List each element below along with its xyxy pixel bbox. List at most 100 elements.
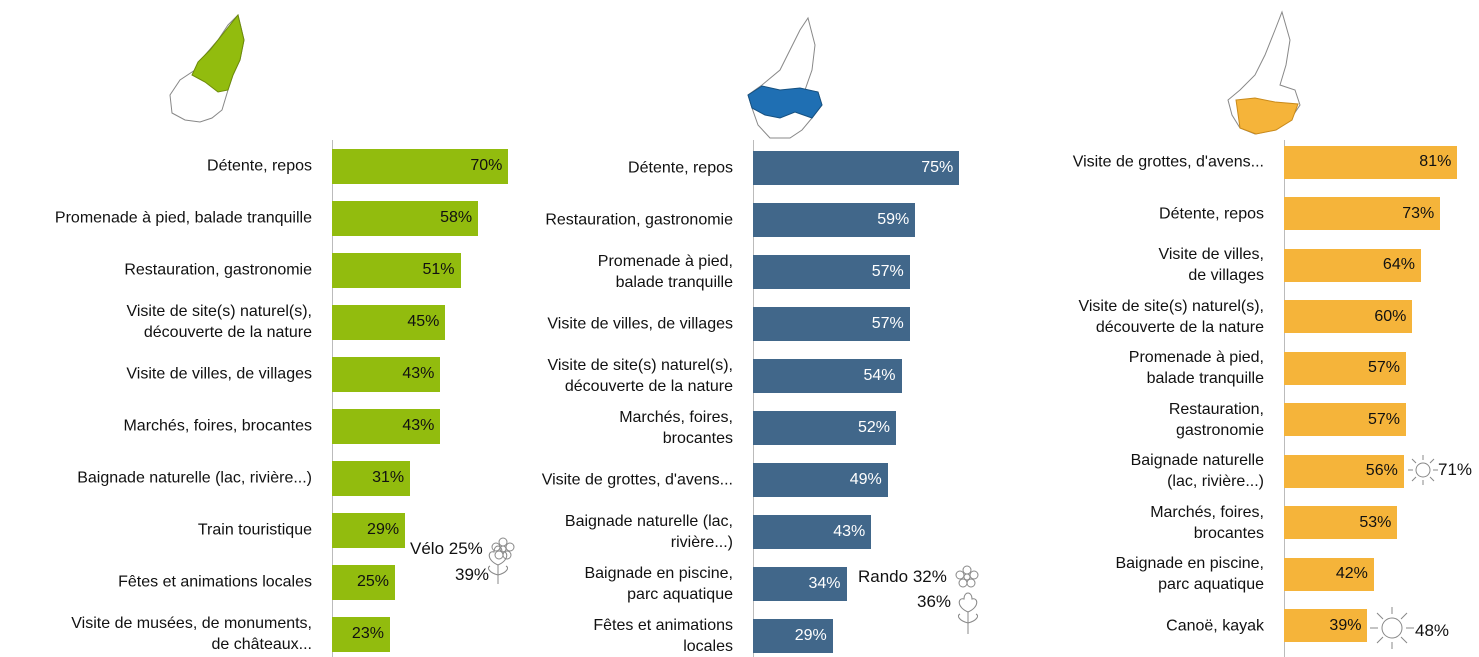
category-label: Visite de villes, de villages (1158, 246, 1264, 284)
bar (753, 151, 960, 185)
value-label: 43% (402, 417, 435, 434)
map-region (191, 13, 245, 93)
bar (332, 408, 441, 444)
category-label: Visite de villes, de villages (547, 315, 733, 333)
bar (753, 515, 872, 549)
value-label: 39% (1329, 616, 1362, 634)
bar (753, 619, 833, 653)
annotation: 48% (1415, 621, 1450, 640)
category-label: Promenade à pied, balade tranquille (1128, 349, 1264, 387)
map-outline (747, 16, 823, 139)
value-label: 57% (871, 263, 904, 280)
category-label: Baignade en piscine, parc aquatique (1115, 555, 1264, 593)
category-label: Promenade à pied, balade tranquille (54, 209, 312, 227)
value-label: 64% (1382, 256, 1415, 273)
bar (332, 148, 509, 184)
value-label: 45% (407, 313, 440, 330)
category-label: Visite de site(s) naturel(s), découverte… (547, 357, 733, 395)
bar (332, 356, 441, 392)
map-region (747, 85, 823, 119)
bar (753, 255, 910, 289)
flower-icon (491, 537, 515, 560)
category-label: Visite de villes, de villages (126, 365, 312, 383)
category-label: Restauration, gastronomie (1168, 400, 1264, 439)
category-label: Baignade naturelle (lac, rivière...) (564, 513, 733, 551)
bar (332, 564, 395, 600)
category-label: Baignade naturelle (lac, rivière...) (77, 469, 312, 487)
category-label: Marchés, foires, brocantes (123, 417, 312, 435)
category-label: Visite de grottes, d'avens... (1072, 153, 1264, 171)
category-label: Fêtes et animations locales (118, 573, 312, 591)
annotation: Rando 32% (858, 567, 947, 586)
category-label: Détente, repos (207, 157, 312, 175)
category-label: Visite de site(s) naturel(s), découverte… (126, 303, 312, 341)
bar (1284, 145, 1458, 179)
category-label: Marchés, foires, brocantes (619, 409, 733, 447)
annotation: Vélo 25% (410, 539, 483, 558)
axis-line (753, 140, 754, 657)
annotation: 36% (917, 592, 952, 611)
value-label: 51% (422, 261, 455, 278)
value-label: 73% (1402, 204, 1435, 222)
bar (332, 512, 406, 548)
category-label: Restauration, gastronomie (124, 261, 312, 279)
bar (753, 307, 910, 341)
category-label: Baignade naturelle (lac, rivière...) (1130, 452, 1264, 490)
leaf-icon (957, 592, 979, 634)
bar (753, 411, 896, 445)
category-label: Marchés, foires, brocantes (1150, 503, 1264, 542)
value-label: 59% (877, 211, 910, 228)
bar (1284, 197, 1441, 230)
category-label: Baignade en piscine, parc aquatique (584, 565, 733, 603)
value-label: 53% (1359, 513, 1392, 531)
value-label: 43% (833, 523, 866, 540)
sun-icon (1408, 455, 1438, 485)
value-label: 29% (794, 627, 827, 644)
value-label: 81% (1419, 153, 1452, 170)
bar (1284, 351, 1406, 385)
bar (753, 567, 847, 601)
value-label: 75% (921, 159, 954, 176)
value-label: 42% (1335, 565, 1368, 582)
value-label: 57% (1367, 359, 1400, 376)
category-label: Promenade à pied, balade tranquille (597, 253, 733, 291)
bar (1284, 248, 1421, 282)
bar (1284, 506, 1398, 539)
annotation: 71% (1438, 460, 1473, 479)
bar (753, 359, 902, 393)
bar (1284, 300, 1413, 333)
bar (1284, 557, 1374, 591)
category-label: Détente, repos (1159, 205, 1264, 222)
value-label: 60% (1374, 307, 1407, 325)
category-label: Visite de musées, de monuments, de châte… (71, 615, 312, 653)
bar (332, 460, 411, 496)
axis-line (332, 140, 333, 657)
bar (332, 252, 461, 288)
value-label: 43% (402, 365, 435, 382)
category-label: Restauration, gastronomie (545, 211, 733, 229)
bar (753, 463, 888, 497)
value-label: 57% (871, 315, 904, 332)
annotation: 39% (455, 565, 490, 584)
category-label: Visite de grottes, d'avens... (541, 471, 733, 489)
bar (1284, 403, 1406, 436)
value-label: 57% (1367, 410, 1400, 428)
bar (332, 304, 446, 340)
value-label: 58% (440, 209, 473, 226)
value-label: 52% (857, 419, 890, 436)
category-label: Fêtes et animations locales (593, 617, 733, 655)
map-region (1235, 97, 1299, 135)
value-label: 25% (356, 573, 389, 590)
bar (1284, 609, 1368, 642)
bar (332, 616, 390, 652)
value-label: 34% (808, 575, 841, 592)
leaf-icon (487, 545, 509, 584)
bar (753, 203, 916, 237)
value-label: 70% (470, 157, 503, 174)
axis-line (1284, 140, 1285, 657)
category-label: Train touristique (197, 521, 312, 539)
sun-icon (1370, 607, 1414, 649)
value-label: 29% (367, 521, 400, 538)
